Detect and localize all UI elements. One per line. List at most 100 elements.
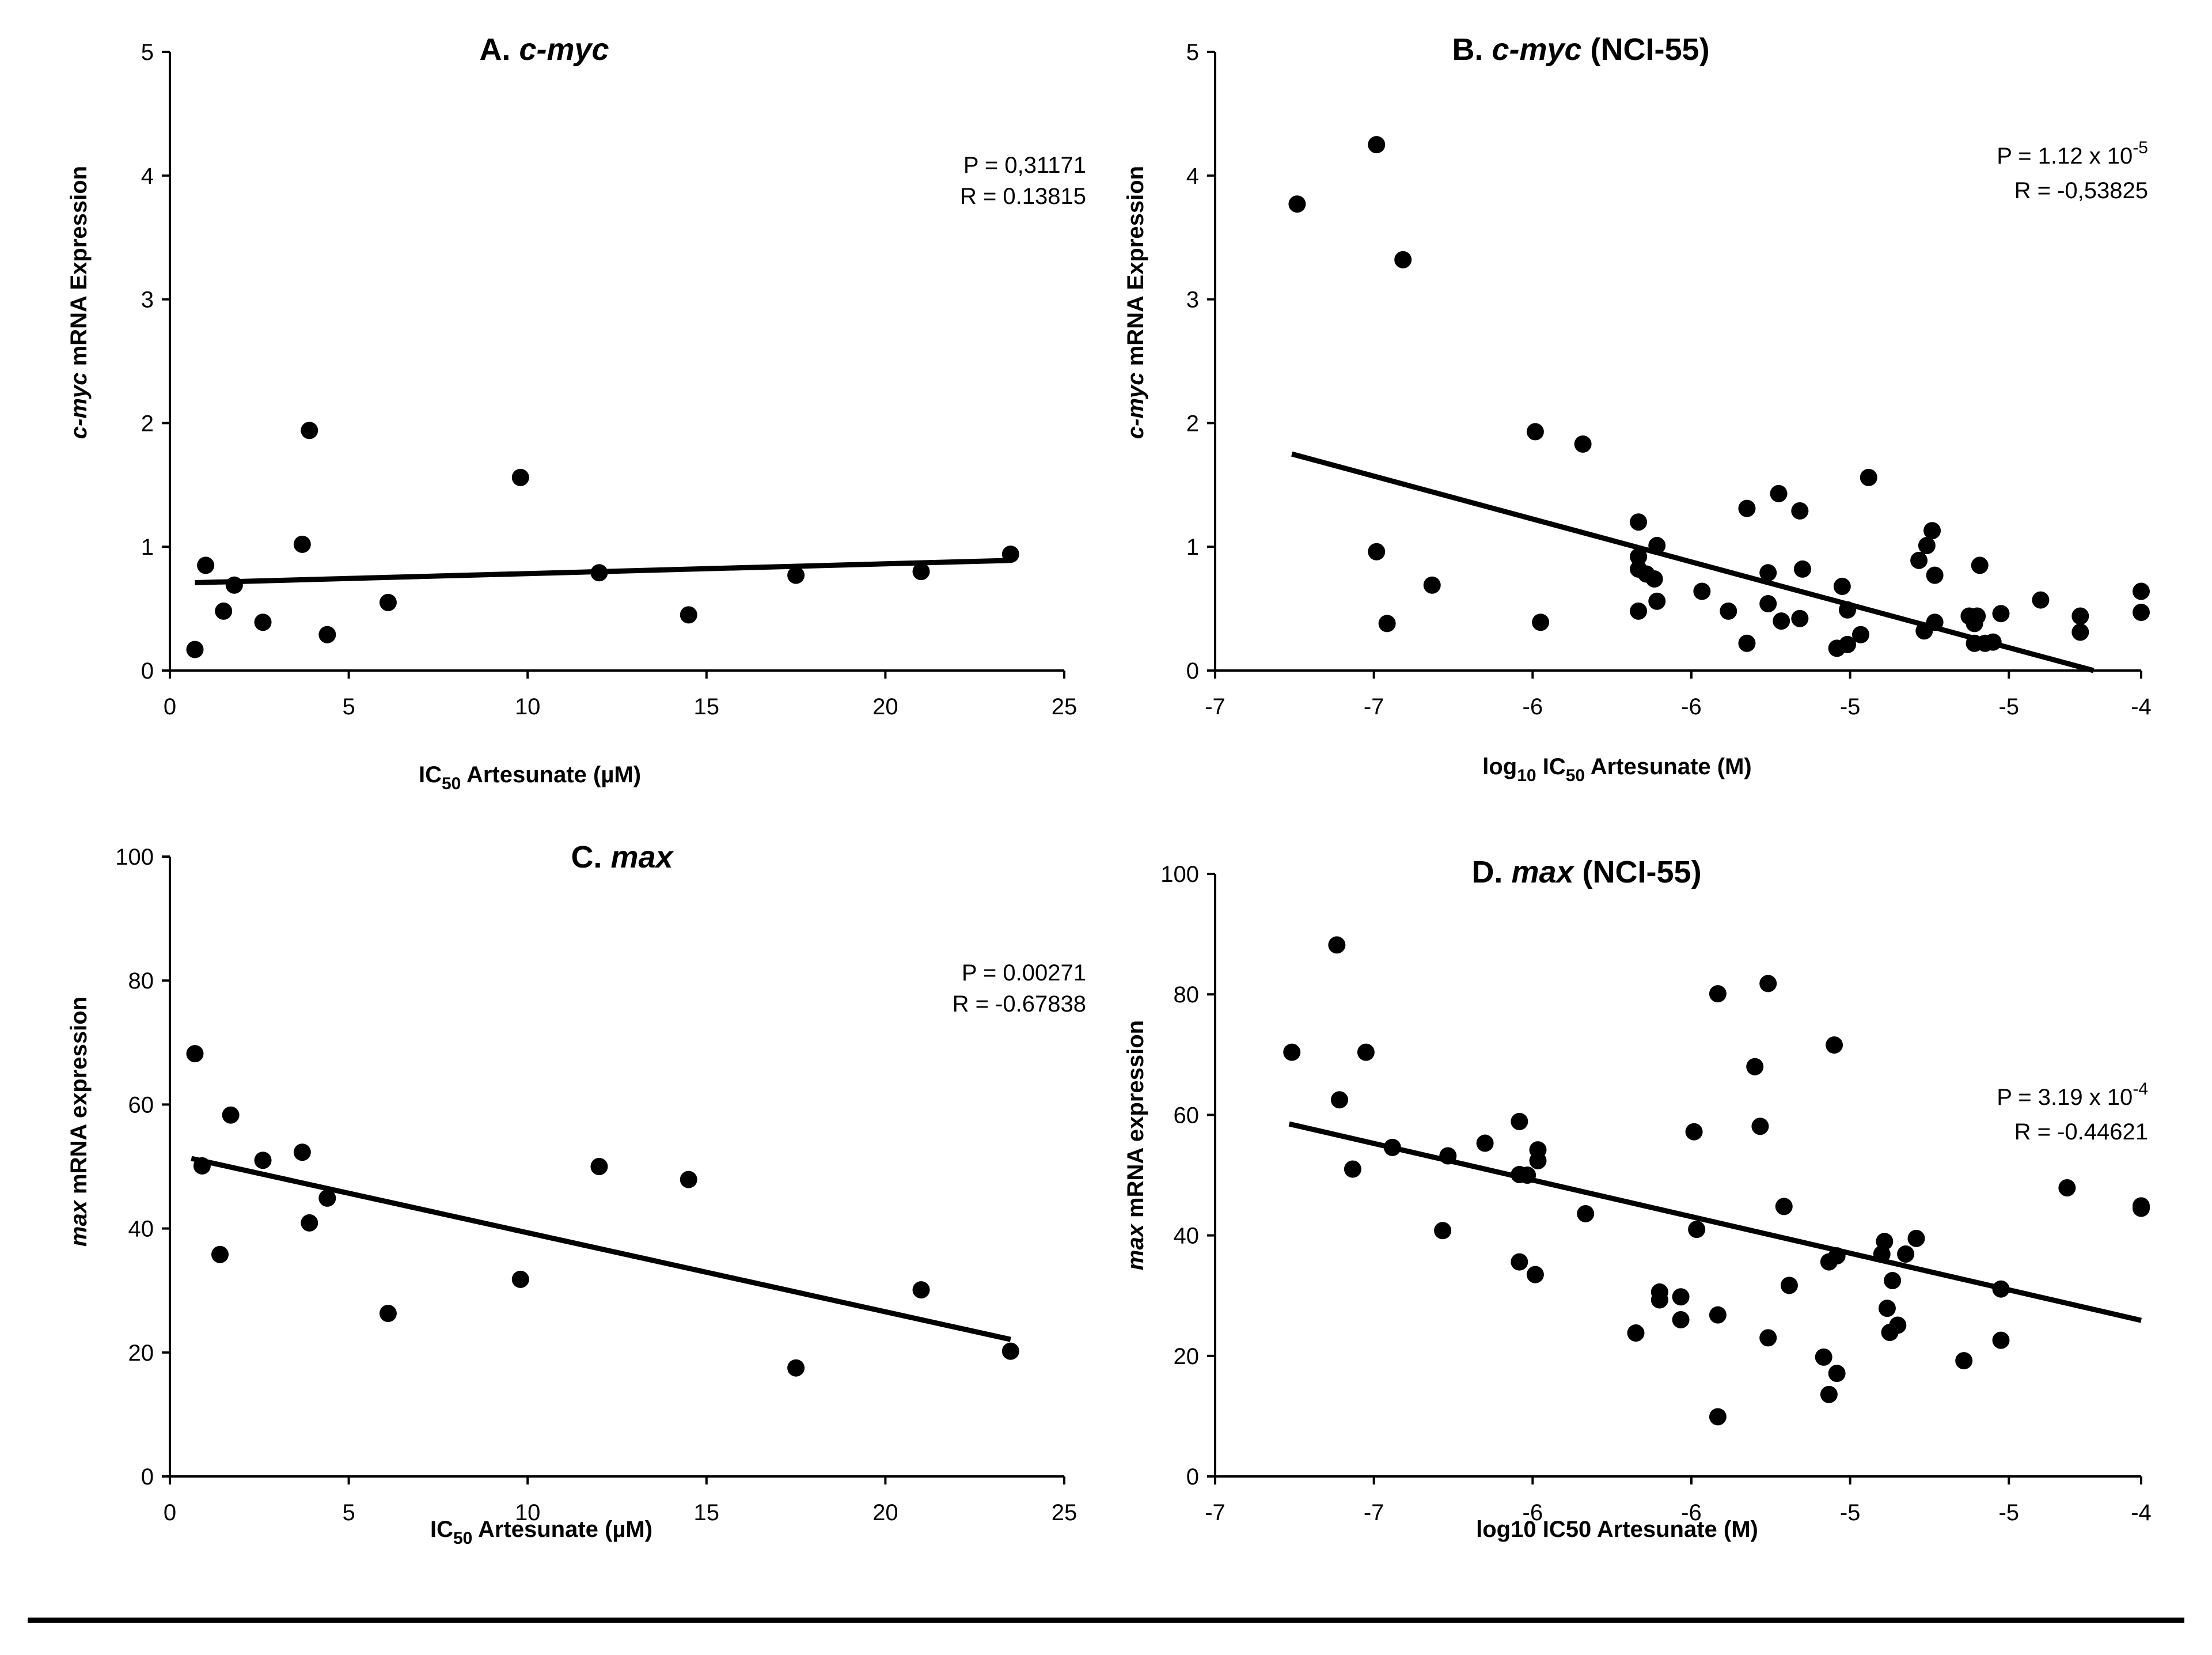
panel-d-data-point (1876, 1233, 1894, 1251)
panel-d-data-point (1439, 1147, 1457, 1165)
panel-d-data-point (1330, 1091, 1348, 1109)
panel-d-x-tick-label: -5 (1840, 1500, 1861, 1525)
panel-a-data-point (197, 556, 215, 574)
panel-b-data-point (1394, 251, 1412, 268)
panel-a-y-tick-label: 3 (141, 287, 154, 313)
panel-b-data-point (1645, 570, 1663, 588)
panel-b-data-point (1630, 548, 1648, 566)
panel-b-data-point (1368, 136, 1386, 154)
panel-a-data-point (318, 626, 336, 643)
panel-b-data-point (1368, 543, 1386, 560)
panel-b-data-point (1971, 556, 1989, 574)
panel-d-data-point (1709, 1408, 1727, 1426)
panel-c-data-point (912, 1281, 930, 1299)
panel-b-x-tick-label: -7 (1364, 694, 1384, 719)
panel-b-data-point (1574, 435, 1592, 453)
panel-d-data-point (1672, 1288, 1690, 1306)
panel-a-data-point (511, 468, 529, 486)
panel-a-x-tick-label: 5 (342, 694, 355, 719)
panel-c-data-point (379, 1305, 397, 1323)
panel-a-title: A. c-myc (479, 32, 609, 67)
panel-b-y-tick-label: 0 (1186, 658, 1199, 684)
panel-d-y-tick-label: 60 (1174, 1103, 1200, 1128)
panel-d-data-point (1992, 1331, 2010, 1349)
panel-c-x-tick-label: 25 (1052, 1500, 1077, 1525)
panel-b-data-point (1918, 537, 1936, 555)
panel-b-data-point (1992, 605, 2010, 623)
panel-b-data-point (1791, 609, 1809, 627)
panel-b-y-tick-label: 1 (1186, 535, 1199, 560)
panel-b-data-point (1833, 577, 1851, 595)
panel-c-r-value: R = -0.67838 (953, 991, 1086, 1017)
panel-d-data-point (1357, 1043, 1375, 1061)
panel-c-data-point (680, 1171, 697, 1188)
panel-a-x-tick-label: 20 (872, 694, 898, 719)
panel-d-y-tick-label: 20 (1174, 1344, 1200, 1369)
panel-c-data-point (193, 1157, 211, 1175)
panel-b-data-point (1923, 522, 1941, 540)
panel-b-data-point (2071, 607, 2089, 625)
panel-d-x-tick-label: -5 (1998, 1500, 2019, 1525)
panel-b-data-point (1378, 615, 1396, 633)
panel-d-data-point (1992, 1280, 2010, 1298)
panel-d-y-axis-label: max mRNA expression (1123, 1020, 1148, 1270)
panel-d-x-tick-label: -7 (1364, 1500, 1384, 1525)
panel-b-data-point (1648, 592, 1666, 610)
panel-b-data-point (1860, 468, 1877, 486)
panel-c-x-tick-label: 20 (872, 1500, 898, 1525)
panel-b-data-point (1693, 582, 1711, 600)
panel-d-data-point (1511, 1253, 1528, 1271)
panel-d-data-point (1897, 1245, 1915, 1263)
panel-d-data-point (1383, 1138, 1401, 1156)
panel-b-data-point (1968, 607, 1986, 625)
panel-b-data-point (2032, 591, 2050, 609)
panel-b-data-point (1770, 484, 1788, 502)
panel-d-p-value: P = 3.19 x 10-4 (1997, 1080, 2148, 1110)
panel-d-data-point (1709, 1306, 1727, 1324)
panel-c-data-point (1001, 1342, 1019, 1360)
panel-c-data-point (301, 1214, 318, 1232)
panel-c-data-point (211, 1245, 229, 1263)
panel-d-data-point (1434, 1222, 1452, 1240)
panel-b-trendline (1291, 451, 2095, 673)
panel-b-data-point (1759, 564, 1777, 582)
panel-d-x-tick-label: -7 (1205, 1500, 1225, 1525)
panel-d-data-point (1709, 985, 1727, 1003)
panel-b-data-point (1839, 635, 1857, 653)
panel-b-data-point (1526, 423, 1544, 441)
panel-a-x-tick-label: 0 (164, 694, 176, 719)
panel-a-y-tick-label: 5 (141, 40, 154, 65)
panel-c-trendline (191, 1156, 1011, 1342)
panel-b-x-tick-label: -5 (1998, 694, 2019, 719)
panel-d-data-point (1526, 1266, 1544, 1283)
panel-b-data-point (1288, 195, 1306, 213)
panel-a-data-point (293, 535, 311, 553)
panel-b-x-axis-label: log10 IC50 Artesunate (M) (1482, 754, 1752, 785)
panel-d-data-point (1751, 1118, 1769, 1135)
panel-a-data-point (680, 606, 697, 624)
panel-c-data-point (186, 1045, 204, 1063)
panel-b-x-tick-label: -5 (1840, 694, 1861, 719)
panel-c-y-tick-label: 100 (115, 844, 154, 870)
panel-c-y-tick-label: 20 (128, 1340, 154, 1366)
panel-b-data-point (1984, 633, 2002, 651)
panel-c-y-tick-label: 0 (141, 1464, 154, 1490)
panel-d-chart: D. max (NCI-55) P = 3.19 x 10-4 R = -0.4… (1123, 855, 2152, 1542)
panel-b-x-tick-label: -6 (1523, 694, 1543, 719)
panel-a-data-point (787, 566, 805, 584)
panel-a-data-point (912, 563, 930, 581)
panel-d-data-point (1828, 1365, 1846, 1383)
panel-d-data-point (1651, 1291, 1668, 1309)
panel-d-data-point (1685, 1123, 1703, 1141)
panel-c-data-point (254, 1152, 272, 1169)
panel-a-x-tick-label: 15 (694, 694, 720, 719)
panel-a-y-tick-label: 0 (141, 658, 154, 684)
panel-a-y-tick-label: 1 (141, 535, 154, 560)
panel-b-x-tick-label: -6 (1681, 694, 1702, 719)
panel-c-data-point (293, 1143, 311, 1161)
panel-b-data-point (1630, 513, 1648, 531)
panel-d-data-point (1955, 1352, 1973, 1370)
panel-c-chart: C. max P = 0.00271 R = -0.67838 max mRNA… (66, 840, 1086, 1548)
panel-d-x-tick-label: -4 (2131, 1500, 2152, 1525)
